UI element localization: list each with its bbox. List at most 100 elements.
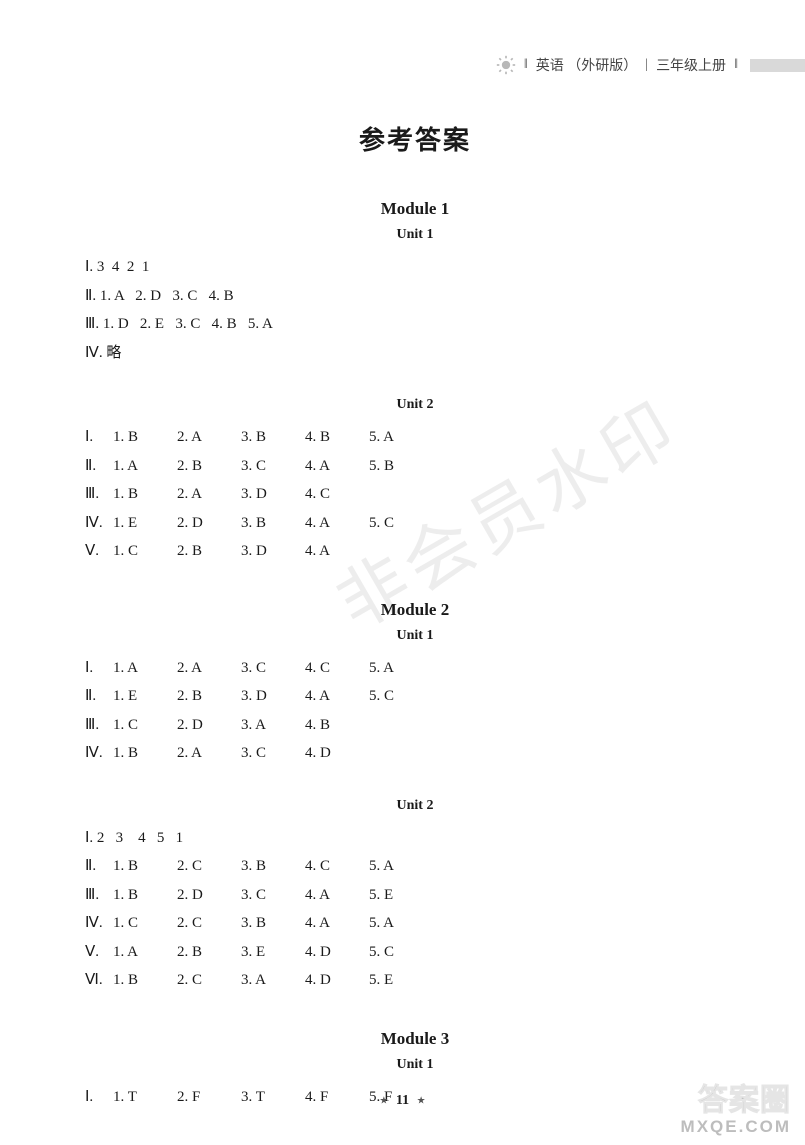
header-bar [750, 59, 805, 72]
roman-numeral: Ⅲ. [85, 480, 113, 509]
answer-cell: 2. D [177, 509, 241, 538]
star-icon: ★ [379, 1095, 388, 1106]
answer-cell: 1. A [113, 452, 177, 481]
answer-row: Ⅰ.1. A2. A3. C4. C5. A [85, 654, 745, 683]
header-separator: ‖ [524, 57, 528, 73]
answer-cell: 2. B [177, 938, 241, 967]
roman-numeral: Ⅱ. [85, 682, 113, 711]
answer-block: Ⅰ. 2 3 4 5 1Ⅱ.1. B2. C3. B4. C5. AⅢ.1. B… [85, 824, 745, 995]
answer-cell: 1. B [113, 852, 177, 881]
answer-cell: 3. D [241, 537, 305, 566]
answer-cell: 3. C [241, 739, 305, 768]
answer-cell: 3. D [241, 682, 305, 711]
answer-cell: 5. E [369, 881, 433, 910]
roman-numeral: Ⅳ. [85, 509, 113, 538]
answer-cell: 3. A [241, 711, 305, 740]
answer-cell: 4. A [305, 909, 369, 938]
star-icon: ★ [417, 1095, 426, 1106]
answer-cell: 3. B [241, 852, 305, 881]
roman-numeral: Ⅳ. [85, 739, 113, 768]
answer-cell: 1. B [113, 881, 177, 910]
answer-cell: 5. A [369, 852, 433, 881]
answer-row: Ⅵ.1. B2. C3. A4. D5. E [85, 966, 745, 995]
roman-numeral: Ⅲ. [85, 711, 113, 740]
answer-cell: 4. B [305, 711, 369, 740]
roman-numeral: Ⅰ. [85, 654, 113, 683]
subject-text: 英语 [536, 59, 564, 74]
answer-cell: 2. D [177, 711, 241, 740]
page-header: ‖ 英语 （外研版） | 三年级上册 ‖ [496, 55, 805, 75]
answer-block: Ⅰ.1. A2. A3. C4. C5. AⅡ.1. E2. B3. D4. A… [85, 654, 745, 768]
unit-title: Unit 2 [85, 397, 745, 413]
edition-text: （外研版） [567, 59, 637, 74]
answer-cell: 4. A [305, 452, 369, 481]
answer-cell: 2. B [177, 537, 241, 566]
unit-title: Unit 2 [85, 798, 745, 814]
answer-cell: 5. C [369, 682, 433, 711]
answer-cell: 1. B [113, 480, 177, 509]
roman-numeral: Ⅴ. [85, 938, 113, 967]
corner-line2: MXQE.COM [681, 1118, 791, 1135]
answer-cell: 4. B [305, 423, 369, 452]
answer-cell: 1. B [113, 966, 177, 995]
answer-cell: 1. B [113, 739, 177, 768]
answer-cell: 2. C [177, 909, 241, 938]
answer-cell: 4. A [305, 682, 369, 711]
answer-cell: 4. D [305, 966, 369, 995]
answer-cell: 4. D [305, 739, 369, 768]
answer-cell: 5. B [369, 452, 433, 481]
answer-row: Ⅳ.1. E2. D3. B4. A5. C [85, 509, 745, 538]
answer-row: Ⅴ.1. A2. B3. E4. D5. C [85, 938, 745, 967]
answer-cell: 1. E [113, 682, 177, 711]
answer-row: Ⅰ.1. B2. A3. B4. B5. A [85, 423, 745, 452]
unit-title: Unit 1 [85, 1057, 745, 1073]
answer-cell: 2. A [177, 739, 241, 768]
page-title: 参考答案 [85, 120, 745, 157]
answer-cell: 5. C [369, 938, 433, 967]
answer-row: Ⅲ.1. C2. D3. A4. B [85, 711, 745, 740]
roman-numeral: Ⅳ. [85, 909, 113, 938]
answer-row: Ⅴ.1. C2. B3. D4. A [85, 537, 745, 566]
roman-numeral: Ⅱ. [85, 852, 113, 881]
answer-cell: 2. A [177, 654, 241, 683]
answer-cell: 5. E [369, 966, 433, 995]
answer-block: Ⅰ. 3 4 2 1Ⅱ. 1. A 2. D 3. C 4. BⅢ. 1. D … [85, 253, 745, 367]
roman-numeral: Ⅲ. [85, 881, 113, 910]
page: ‖ 英语 （外研版） | 三年级上册 ‖ 参考答案 Module 1Unit 1… [0, 0, 805, 1145]
answer-row: Ⅲ. 1. D 2. E 3. C 4. B 5. A [85, 310, 745, 339]
roman-numeral: Ⅰ. [85, 423, 113, 452]
answer-row: Ⅱ.1. E2. B3. D4. A5. C [85, 682, 745, 711]
answer-cell: 3. D [241, 480, 305, 509]
header-separator: | [645, 57, 648, 73]
answer-cell: 2. A [177, 423, 241, 452]
answer-cell: 5. C [369, 509, 433, 538]
answer-cell: 3. B [241, 509, 305, 538]
answer-cell: 5. A [369, 909, 433, 938]
answer-row: Ⅱ.1. A2. B3. C4. A5. B [85, 452, 745, 481]
answer-cell: 1. C [113, 537, 177, 566]
answer-cell: 4. A [305, 509, 369, 538]
gear-sun-icon [496, 55, 516, 75]
answer-cell: 5. A [369, 654, 433, 683]
answer-cell: 4. D [305, 938, 369, 967]
answer-cell: 4. C [305, 480, 369, 509]
answer-cell: 3. B [241, 423, 305, 452]
answer-cell: 4. C [305, 654, 369, 683]
answer-content: Module 1Unit 1Ⅰ. 3 4 2 1Ⅱ. 1. A 2. D 3. … [85, 199, 745, 1111]
answer-cell: 1. C [113, 711, 177, 740]
unit-title: Unit 1 [85, 227, 745, 243]
answer-cell: 3. A [241, 966, 305, 995]
answer-cell: 1. A [113, 938, 177, 967]
module-title: Module 2 [85, 600, 745, 620]
header-subject: 英语 （外研版） [536, 55, 638, 75]
module-title: Module 3 [85, 1029, 745, 1049]
answer-row: Ⅳ.1. C2. C3. B4. A5. A [85, 909, 745, 938]
answer-cell: 2. B [177, 682, 241, 711]
answer-row: Ⅱ. 1. A 2. D 3. C 4. B [85, 282, 745, 311]
roman-numeral: Ⅴ. [85, 537, 113, 566]
answer-cell: 4. A [305, 537, 369, 566]
roman-numeral: Ⅵ. [85, 966, 113, 995]
answer-row: Ⅳ. 略 [85, 339, 745, 368]
answer-cell: 2. C [177, 852, 241, 881]
corner-watermark: 答案圈 MXQE.COM [681, 1086, 791, 1135]
